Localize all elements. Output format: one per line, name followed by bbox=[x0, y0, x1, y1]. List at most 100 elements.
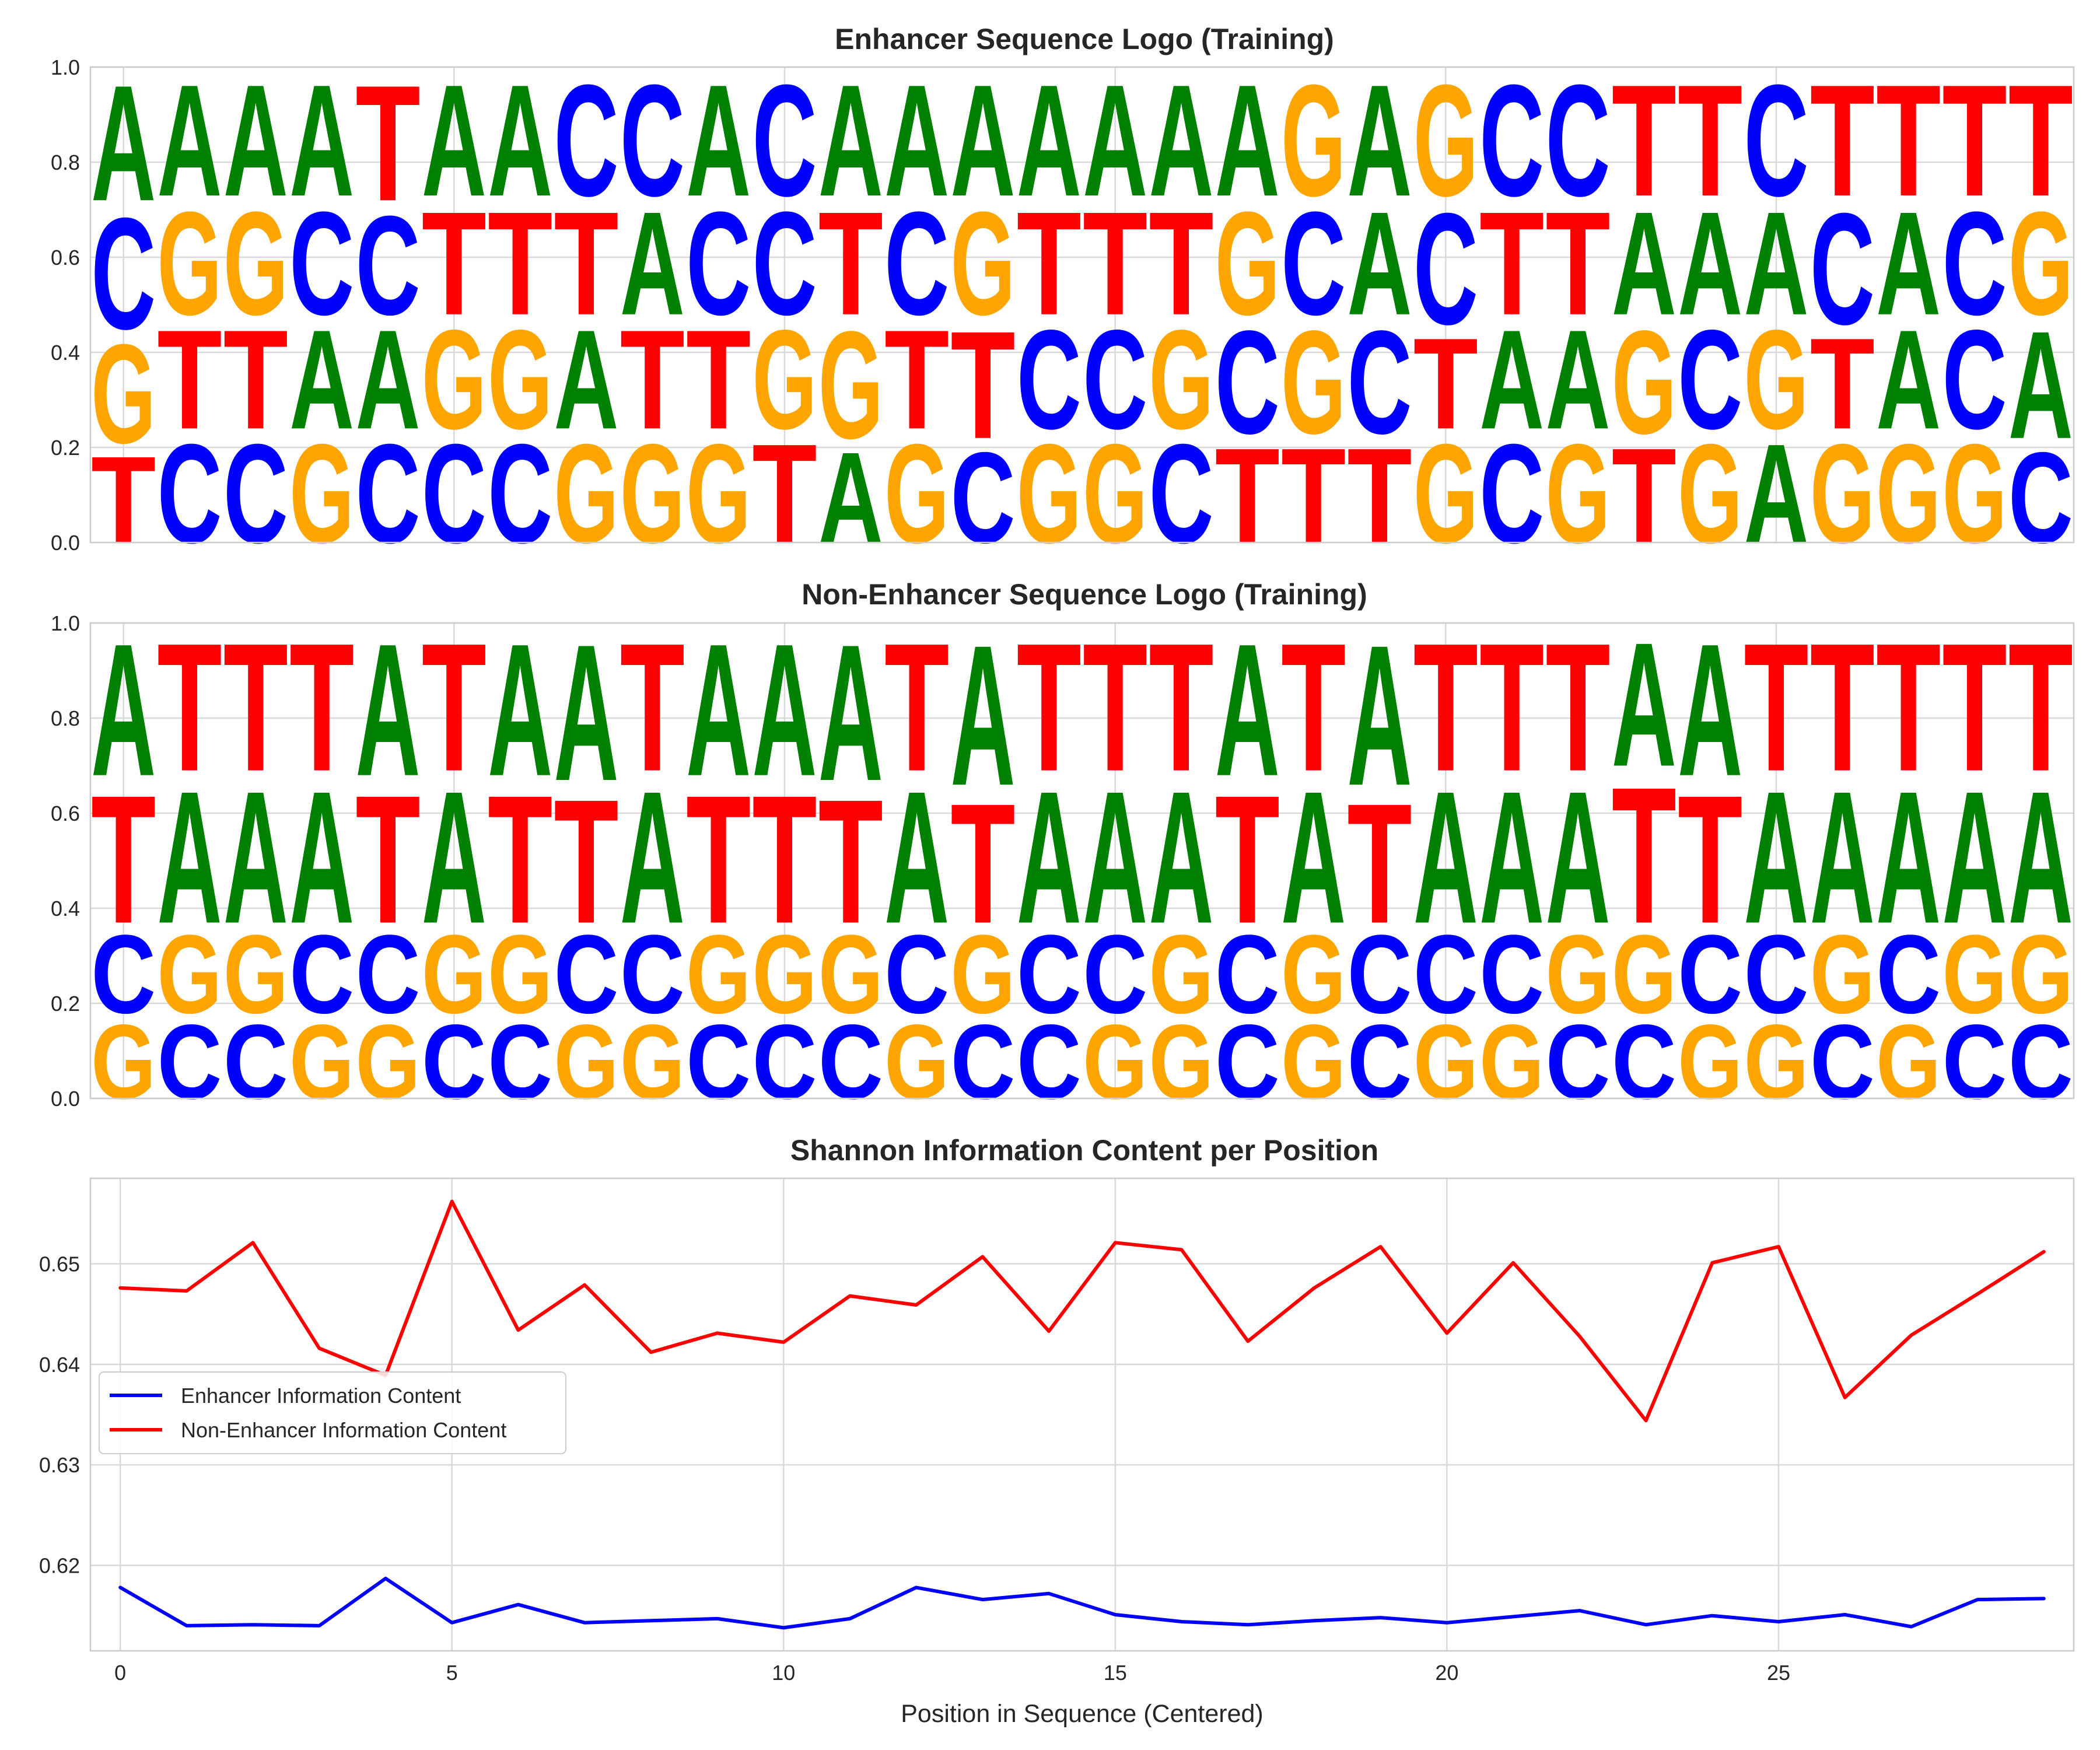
logo-glyph-G: G bbox=[91, 316, 156, 474]
logo-glyph-C: C bbox=[1017, 912, 1082, 1037]
logo-glyph-A: A bbox=[422, 52, 487, 229]
logo-letter-G: G bbox=[1149, 301, 1213, 459]
logo-letter-T: T bbox=[289, 606, 354, 810]
logo-glyph-G: G bbox=[1744, 1002, 1808, 1121]
logo-glyph-A: A bbox=[1017, 752, 1082, 963]
logo-letter-T: T bbox=[1215, 758, 1280, 962]
logo-glyph-A: A bbox=[1413, 752, 1478, 963]
logo-letter-A: A bbox=[488, 604, 552, 815]
logo-glyph-C: C bbox=[1413, 180, 1478, 358]
logo-glyph-C: C bbox=[157, 1003, 222, 1121]
logo-glyph-A: A bbox=[2008, 299, 2073, 471]
logo-glyph-A: A bbox=[1545, 752, 1610, 963]
logo-letter-T: T bbox=[1545, 181, 1610, 345]
logo-glyph-C: C bbox=[355, 415, 420, 573]
logo-glyph-C: C bbox=[1479, 415, 1544, 573]
logo-glyph-A: A bbox=[1810, 752, 1875, 963]
logo-letter-T: T bbox=[355, 52, 420, 236]
logo-glyph-A: A bbox=[422, 752, 487, 963]
logo-glyph-C: C bbox=[950, 425, 1015, 570]
logo-glyph-C: C bbox=[1215, 912, 1280, 1037]
logo-letter-A: A bbox=[355, 301, 420, 459]
logo-glyph-C: C bbox=[950, 1003, 1015, 1121]
logo-letter-G: G bbox=[1876, 1002, 1941, 1121]
logo-glyph-T: T bbox=[950, 299, 1015, 470]
logo-glyph-C: C bbox=[488, 415, 552, 573]
logo-glyph-G: G bbox=[752, 912, 817, 1037]
y-tick-label: 0.62 bbox=[39, 1554, 80, 1578]
logo-letter-G: G bbox=[686, 912, 751, 1037]
logo-glyph-G: G bbox=[1149, 301, 1213, 459]
logo-letter-A: A bbox=[1083, 52, 1147, 229]
logo-letter-C: C bbox=[157, 1003, 222, 1121]
logo-letter-G: G bbox=[1281, 1002, 1346, 1121]
logo-glyph-C: C bbox=[355, 912, 420, 1037]
logo-glyph-A: A bbox=[1149, 752, 1213, 963]
logo-glyph-T: T bbox=[1149, 181, 1213, 345]
logo-glyph-A: A bbox=[1347, 182, 1412, 346]
logo-letter-C: C bbox=[355, 415, 420, 573]
logo-glyph-A: A bbox=[1942, 752, 2007, 963]
logo-glyph-C: C bbox=[1083, 912, 1147, 1037]
logo-glyph-G: G bbox=[686, 912, 751, 1037]
logo-glyph-T: T bbox=[752, 415, 817, 573]
y-tick-label: 0.63 bbox=[39, 1453, 80, 1477]
logo-letter-T: T bbox=[620, 606, 685, 810]
logo-glyph-A: A bbox=[620, 182, 685, 346]
logo-glyph-G: G bbox=[1545, 912, 1610, 1037]
logo-letter-C: C bbox=[91, 912, 156, 1037]
logo-glyph-T: T bbox=[554, 181, 618, 345]
logo-letter-G: G bbox=[686, 415, 751, 573]
logo-letter-A: A bbox=[818, 52, 883, 229]
legend-label-enhancer: Enhancer Information Content bbox=[181, 1384, 461, 1408]
logo-letter-C: C bbox=[1347, 300, 1412, 464]
logo-glyph-A: A bbox=[1876, 301, 1941, 459]
enhancer-logo-title: Enhancer Sequence Logo (Training) bbox=[835, 23, 1334, 55]
y-tick-label: 0.4 bbox=[51, 341, 80, 365]
logo-letter-C: C bbox=[1942, 301, 2007, 459]
logo-glyph-C: C bbox=[1017, 1003, 1082, 1121]
logo-glyph-A: A bbox=[1215, 52, 1280, 229]
logo-glyph-C: C bbox=[1545, 52, 1610, 229]
logo-letter-A: A bbox=[818, 425, 883, 570]
logo-letter-T: T bbox=[950, 299, 1015, 470]
logo-letter-T: T bbox=[1612, 747, 1676, 964]
y-tick-label: 0.8 bbox=[51, 150, 80, 174]
logo-letter-G: G bbox=[752, 301, 817, 459]
logo-glyph-G: G bbox=[422, 301, 487, 459]
information-content-grid bbox=[90, 1178, 2074, 1651]
logo-glyph-G: G bbox=[1149, 1002, 1213, 1121]
logo-letter-A: A bbox=[1744, 182, 1808, 346]
logo-glyph-T: T bbox=[884, 606, 949, 810]
logo-glyph-G: G bbox=[554, 1002, 618, 1121]
logo-letter-C: C bbox=[422, 415, 487, 573]
logo-letter-T: T bbox=[2008, 52, 2073, 230]
logo-letter-G: G bbox=[620, 415, 685, 573]
logo-letter-C: C bbox=[554, 52, 618, 229]
logo-letter-C: C bbox=[752, 52, 817, 229]
logo-glyph-T: T bbox=[620, 301, 685, 459]
logo-glyph-A: A bbox=[686, 52, 751, 229]
logo-letter-A: A bbox=[950, 604, 1015, 827]
logo-letter-T: T bbox=[1810, 606, 1875, 810]
logo-letter-C: C bbox=[488, 1003, 552, 1121]
logo-glyph-T: T bbox=[752, 758, 817, 962]
logo-glyph-A: A bbox=[1612, 606, 1676, 803]
logo-glyph-A: A bbox=[950, 604, 1015, 827]
logo-glyph-T: T bbox=[1876, 606, 1941, 810]
non-enhancer-logo-y-ticks: 0.0 0.2 0.4 0.6 0.8 1.0 bbox=[51, 611, 80, 1111]
logo-glyph-C: C bbox=[488, 1003, 552, 1121]
logo-letter-T: T bbox=[157, 606, 222, 810]
logo-letter-A: A bbox=[289, 52, 354, 229]
logo-glyph-A: A bbox=[289, 301, 354, 459]
logo-glyph-C: C bbox=[91, 912, 156, 1037]
logo-glyph-G: G bbox=[157, 181, 222, 346]
y-tick-label: 0.6 bbox=[51, 246, 80, 270]
logo-letter-C: C bbox=[1612, 1003, 1676, 1121]
logo-letter-C: C bbox=[355, 912, 420, 1037]
logo-letter-T: T bbox=[1479, 606, 1544, 810]
logo-glyph-C: C bbox=[1810, 1003, 1875, 1121]
logo-glyph-C: C bbox=[1149, 415, 1213, 573]
logo-letter-G: G bbox=[884, 415, 949, 573]
logo-letter-T: T bbox=[818, 181, 883, 345]
